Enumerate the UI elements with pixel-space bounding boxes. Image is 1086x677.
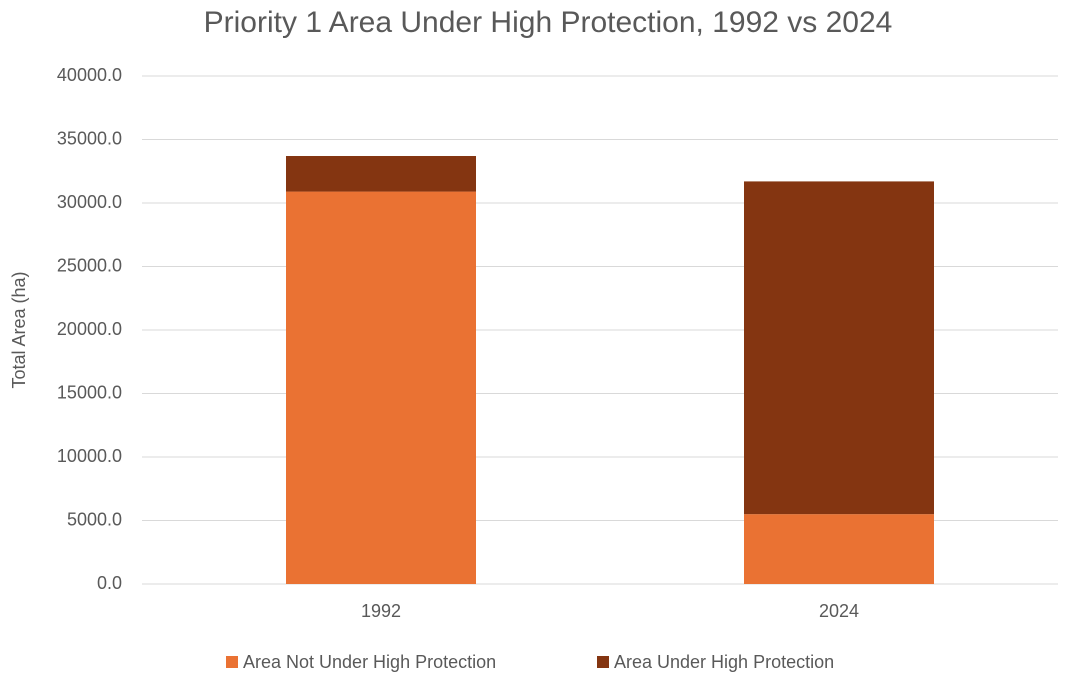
legend-label: Area Under High Protection xyxy=(614,652,834,672)
y-tick-label: 0.0 xyxy=(97,573,122,593)
bar-segment xyxy=(286,156,476,192)
legend-label: Area Not Under High Protection xyxy=(243,652,496,672)
y-tick-label: 15000.0 xyxy=(57,382,122,402)
bar-segment xyxy=(744,181,934,515)
y-tick-label: 40000.0 xyxy=(57,65,122,85)
y-tick-label: 5000.0 xyxy=(67,509,122,529)
x-tick-label: 1992 xyxy=(361,601,401,621)
bar-segment xyxy=(744,514,934,584)
y-axis-label: Total Area (ha) xyxy=(9,271,29,388)
y-tick-label: 20000.0 xyxy=(57,319,122,339)
legend-swatch xyxy=(597,656,609,668)
bar-segment xyxy=(286,191,476,584)
legend-swatch xyxy=(226,656,238,668)
y-tick-label: 30000.0 xyxy=(57,192,122,212)
y-tick-label: 10000.0 xyxy=(57,446,122,466)
y-tick-label: 35000.0 xyxy=(57,128,122,148)
x-tick-label: 2024 xyxy=(819,601,859,621)
y-tick-label: 25000.0 xyxy=(57,255,122,275)
chart-title: Priority 1 Area Under High Protection, 1… xyxy=(204,6,893,39)
